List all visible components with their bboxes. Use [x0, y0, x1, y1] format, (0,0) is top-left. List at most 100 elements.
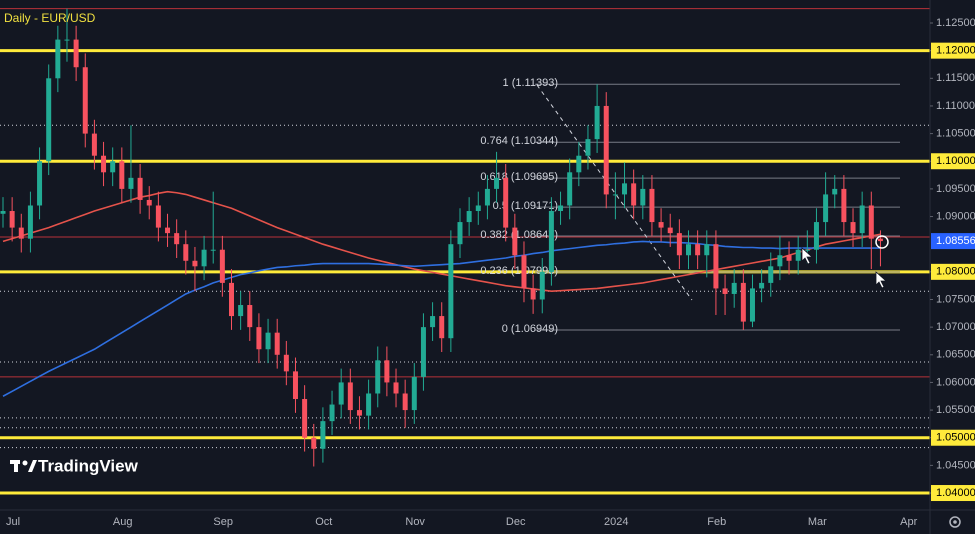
candle-body	[384, 360, 390, 383]
candle-body	[402, 393, 408, 411]
candle-body	[338, 382, 344, 405]
candle-body	[27, 205, 33, 239]
candle-body	[567, 172, 573, 206]
candle-body	[640, 188, 646, 206]
candle-body	[37, 161, 43, 206]
candle-body	[539, 271, 545, 300]
fib-label: 0.382 (1.08647)	[480, 229, 558, 241]
y-tick-label: 1.04000	[936, 487, 975, 499]
logo-part	[28, 460, 37, 472]
y-tick-label: 1.06000	[936, 376, 975, 388]
candle-body	[548, 211, 554, 272]
y-tick-label: 1.09500	[936, 183, 975, 195]
candle-body	[521, 255, 527, 289]
y-tick-label: 1.10000	[936, 155, 975, 167]
candle-body	[749, 288, 755, 322]
candle-body	[503, 177, 509, 228]
levels	[0, 8, 930, 495]
candle-body	[420, 327, 426, 377]
candle-body	[667, 227, 673, 234]
candle-body	[210, 249, 216, 251]
candle-body	[146, 199, 152, 206]
watermark: TradingView	[10, 456, 139, 475]
x-tick-label: Oct	[315, 516, 332, 528]
last-price-label: 1.08556	[936, 235, 975, 247]
candle-body	[238, 305, 244, 317]
candle-body	[585, 139, 591, 156]
candle-body	[686, 244, 691, 256]
candle-body	[612, 194, 618, 196]
moving-average	[2, 240, 881, 397]
x-tick-label: Sep	[213, 516, 233, 528]
candle-body	[274, 332, 280, 355]
candle-body	[841, 188, 847, 223]
candle-body	[704, 244, 710, 256]
settings-gear[interactable]	[949, 516, 961, 528]
candle-body	[393, 382, 399, 394]
y-tick-label: 1.09000	[936, 210, 975, 222]
candle-body	[731, 282, 737, 294]
y-tick-label: 1.05000	[936, 432, 975, 444]
y-tick-label: 1.05500	[936, 404, 975, 416]
y-tick-label: 1.04500	[936, 459, 975, 471]
fib-label: 1 (1.11393)	[503, 77, 558, 89]
cursor-arrow	[801, 247, 814, 265]
candle-body	[229, 282, 234, 317]
candle-body	[603, 105, 609, 195]
candle-body	[439, 316, 445, 339]
x-tick-label: Jul	[6, 516, 20, 528]
y-tick-label: 1.07500	[936, 293, 975, 305]
candle-body	[868, 205, 874, 239]
x-tick-label: Mar	[808, 516, 827, 528]
candle-body	[201, 249, 207, 267]
last-price-box	[931, 233, 975, 250]
candle-body	[813, 222, 819, 250]
candle-body	[658, 222, 664, 228]
candle-body	[320, 421, 326, 449]
candle-body	[91, 133, 97, 156]
settings-icon[interactable]	[949, 516, 961, 528]
candle-body	[786, 255, 792, 261]
y-tick-highlight	[931, 429, 975, 446]
candle-body	[475, 205, 481, 212]
x-tick-label: 2024	[604, 516, 628, 528]
candle-body	[119, 161, 125, 189]
candle-body	[73, 39, 79, 68]
settings-gear-center[interactable]	[953, 520, 957, 524]
candle-body	[101, 155, 107, 173]
candle-body	[576, 155, 582, 173]
axes: 1.12500 1.12000 1.11500 1.11000 1.10500 1.100…	[6, 17, 975, 528]
candle-body	[64, 39, 70, 41]
x-tick-label: Aug	[113, 516, 133, 528]
logo-part	[14, 460, 18, 472]
candle-body	[795, 249, 801, 261]
candle-body	[484, 188, 490, 206]
candle-body	[804, 249, 810, 251]
candle-body	[631, 183, 637, 206]
logo-part	[22, 460, 28, 466]
candle-body	[695, 244, 701, 256]
candle-body	[859, 205, 865, 234]
candle-body	[292, 371, 298, 400]
candle-body	[0, 211, 6, 214]
candle-body	[55, 39, 61, 79]
candle-body	[192, 260, 198, 267]
candle-body	[256, 327, 262, 350]
candle-body	[128, 177, 134, 189]
candle-body	[850, 222, 856, 234]
candle-body	[302, 399, 308, 438]
candle-body	[594, 105, 600, 140]
candle-body	[366, 393, 372, 416]
candle-body	[823, 194, 829, 223]
candle-body	[713, 244, 719, 289]
cursor-arrow	[875, 271, 888, 289]
candle-body	[9, 211, 15, 228]
y-tick-label: 1.11000	[936, 100, 975, 112]
y-tick-highlight	[931, 263, 975, 280]
candle-body	[494, 177, 500, 189]
y-tick-highlight	[931, 485, 975, 502]
fib-label: 0 (1.06949)	[502, 323, 558, 335]
candle-body	[165, 227, 171, 234]
x-tick-label: Apr	[900, 516, 917, 528]
